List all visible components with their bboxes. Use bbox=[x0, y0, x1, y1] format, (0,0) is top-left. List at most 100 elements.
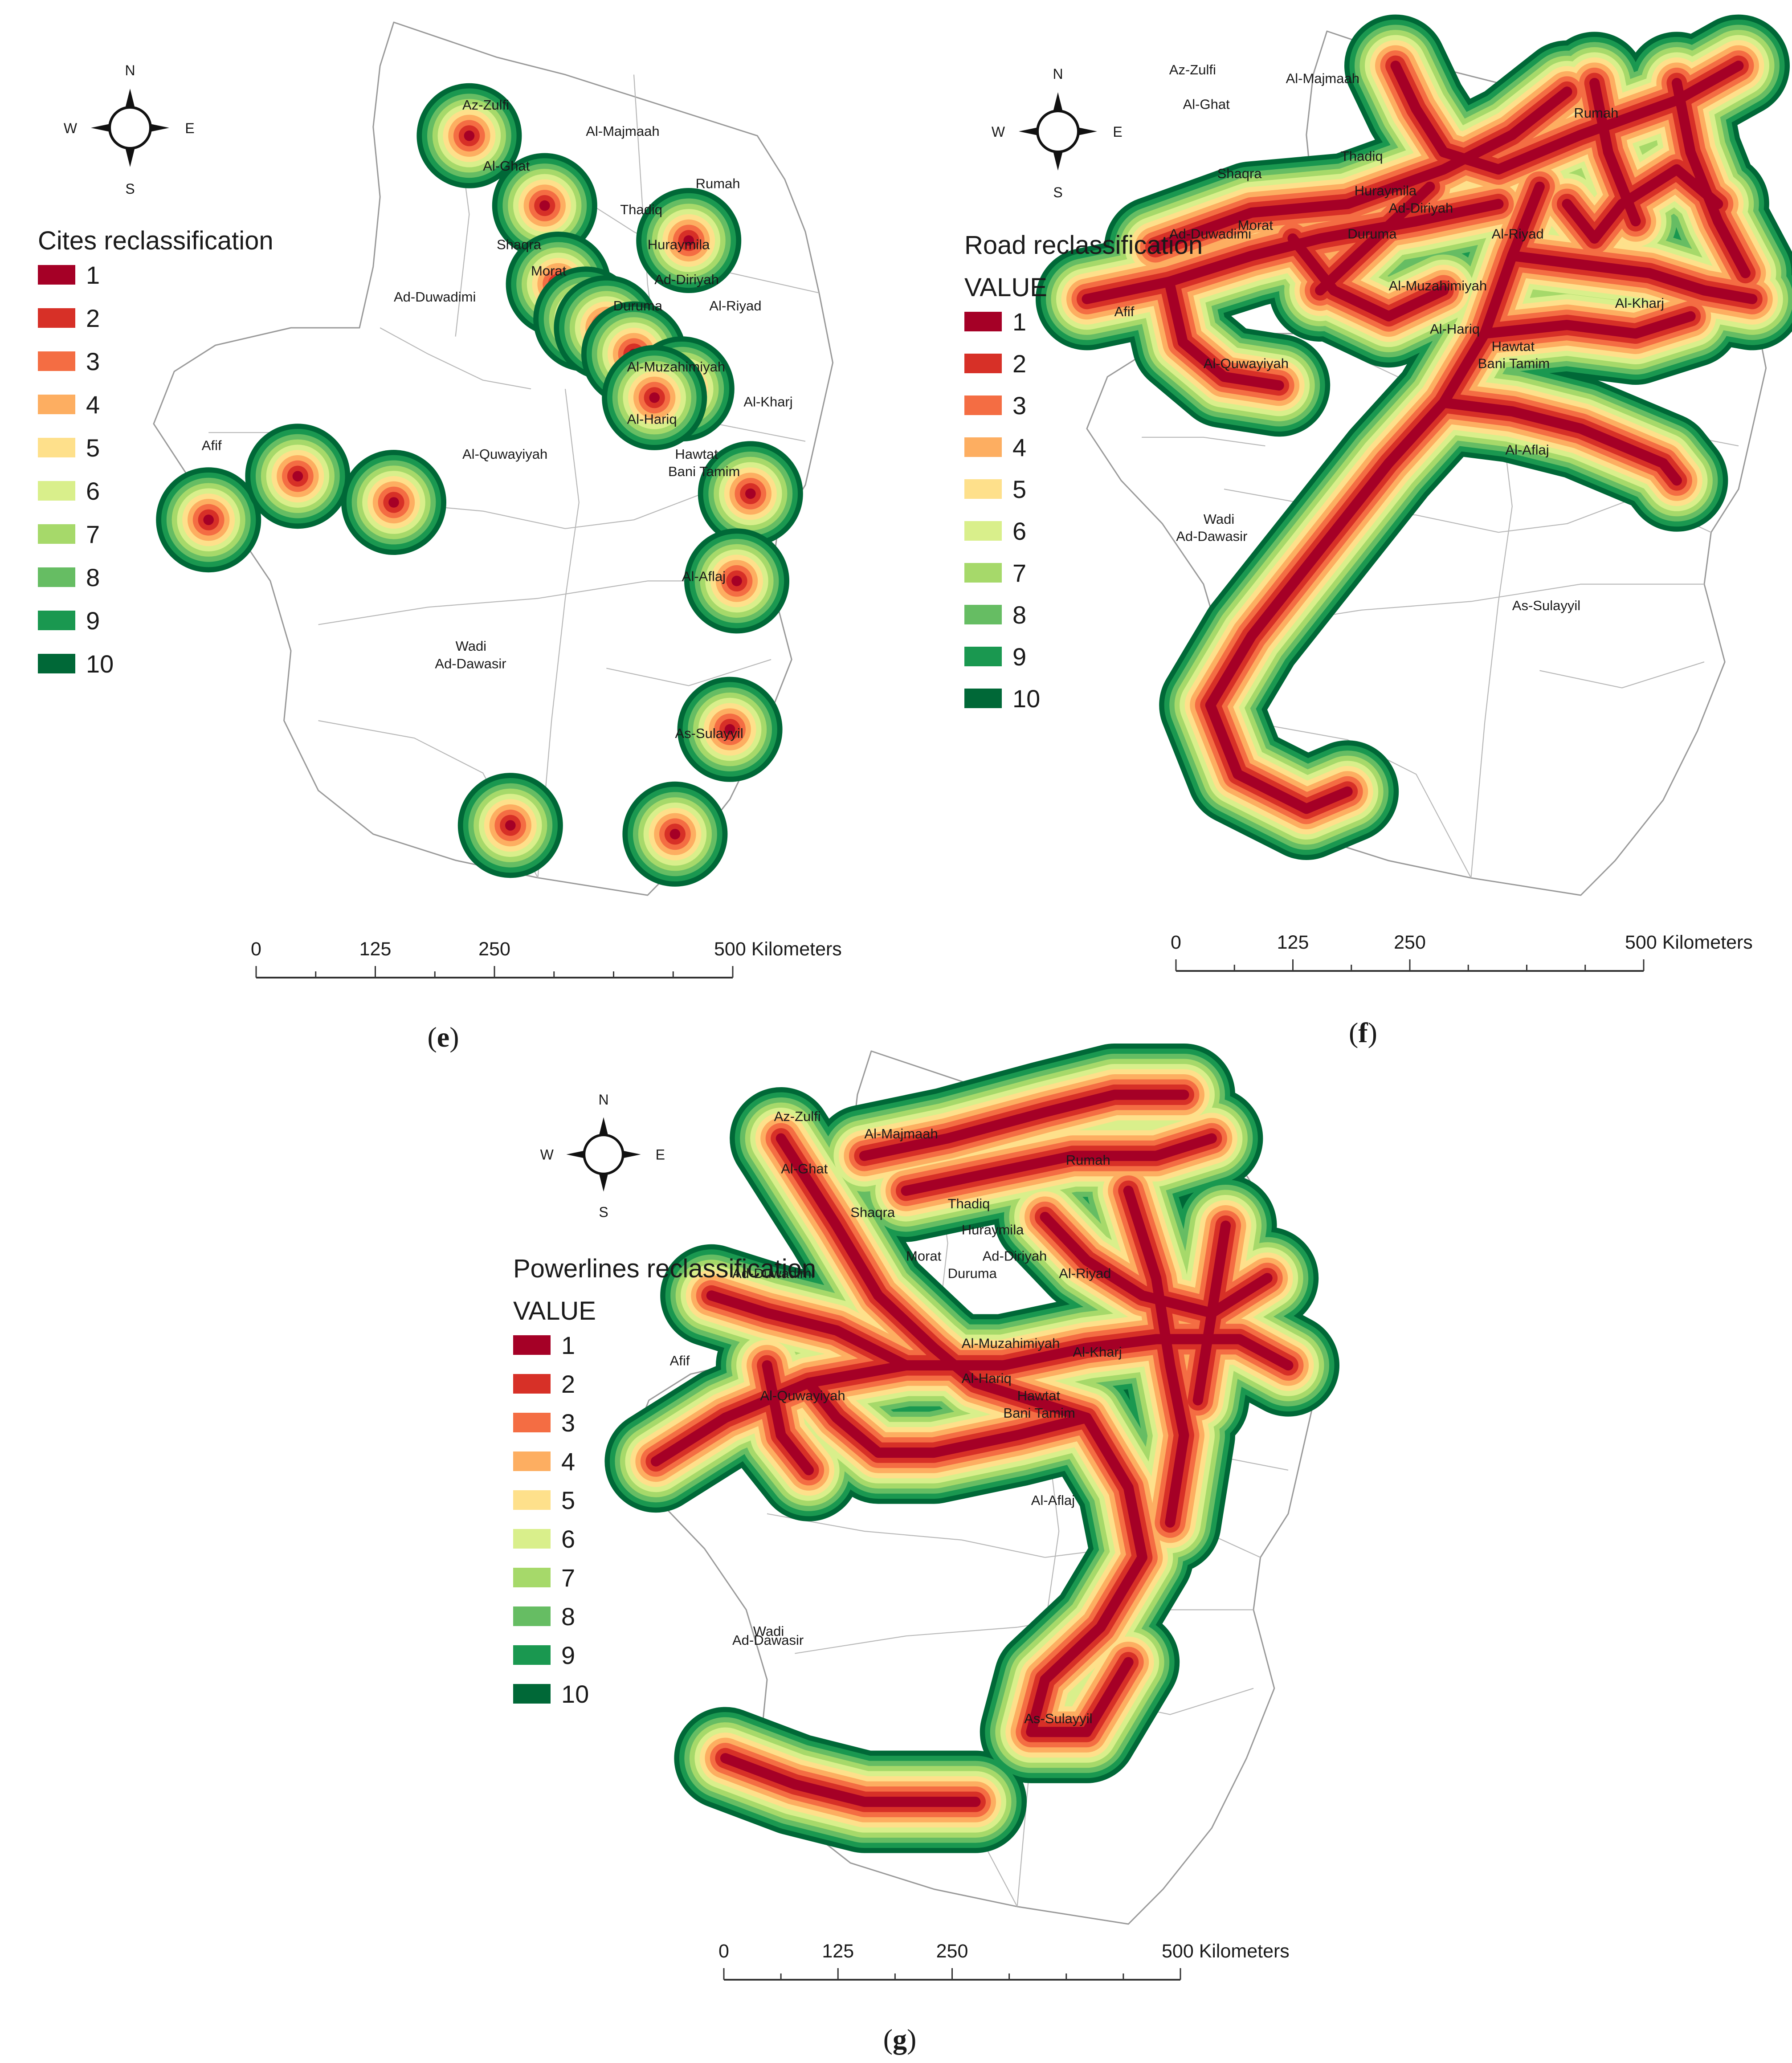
city-label-bani-tamim: Bani Tamim bbox=[668, 464, 740, 479]
scale-tick-label-1: 125 bbox=[1277, 932, 1309, 953]
city-label-al-aflaj: Al-Aflaj bbox=[682, 568, 726, 584]
legend-label-7: 7 bbox=[86, 520, 100, 548]
buffer-ring-class-1 bbox=[505, 820, 516, 831]
corridor-segment bbox=[1205, 181, 1545, 814]
scale-bar: 0 125 250 500 Kilometers bbox=[718, 1941, 1290, 1981]
city-buffer-rings bbox=[492, 153, 597, 258]
legend-label-6: 6 bbox=[86, 477, 100, 505]
district-boundary bbox=[537, 389, 580, 878]
city-buffer-rings bbox=[416, 83, 522, 188]
legend-swatch-1 bbox=[513, 1335, 551, 1355]
city-label-duruma: Duruma bbox=[1347, 226, 1397, 242]
compass-needle-north bbox=[598, 1117, 609, 1138]
compass-ring bbox=[108, 106, 152, 150]
compass-label-west: W bbox=[64, 120, 78, 136]
compass-needle-west bbox=[1019, 127, 1040, 136]
compass-label-west: W bbox=[540, 1146, 554, 1162]
legend-label-4: 4 bbox=[86, 391, 100, 419]
legend-swatch-9 bbox=[38, 611, 75, 630]
city-label-al-ghat: Al-Ghat bbox=[781, 1161, 828, 1176]
city-labels: Az-Zulfi Al-Majmaah Al-Ghat Rumah Thadiq Shaq… bbox=[202, 97, 793, 741]
city-label-ad-duwadimi: Ad-Duwadimi bbox=[394, 289, 476, 305]
corridor-segment bbox=[706, 1290, 911, 1371]
city-label-bani-tamim: Bani Tamim bbox=[1478, 356, 1550, 371]
legend-label-5: 5 bbox=[561, 1486, 575, 1514]
panel-caption: (g) bbox=[883, 2023, 917, 2055]
compass-label-north: N bbox=[598, 1092, 608, 1108]
legend-swatch-8 bbox=[513, 1606, 551, 1626]
compass-needle-south bbox=[1053, 149, 1063, 171]
legend-label-3: 3 bbox=[561, 1409, 575, 1437]
legend-swatch-5 bbox=[513, 1490, 551, 1510]
legend-swatch-1 bbox=[964, 312, 1002, 331]
corridor-segment bbox=[1287, 233, 1449, 322]
city-label-as-sulayyil: As-Sulayyil bbox=[1024, 1711, 1092, 1726]
corridor-band-class-1 bbox=[650, 1089, 1294, 1807]
legend-label-10: 10 bbox=[86, 650, 114, 678]
legend-swatch-3 bbox=[513, 1413, 551, 1432]
scale-tick-label-3: 500 Kilometers bbox=[714, 938, 842, 960]
city-label-ad-dawasir: Ad-Dawasir bbox=[435, 656, 506, 671]
district-boundary bbox=[1142, 436, 1265, 447]
city-label-morat: Morat bbox=[906, 1248, 942, 1264]
city-label-al-quwayiyah: Al-Quwayiyah bbox=[760, 1388, 845, 1403]
compass-label-north: N bbox=[125, 62, 135, 78]
caption-open-paren: ( bbox=[1349, 1017, 1358, 1048]
legend-title: Cites reclassification bbox=[38, 226, 273, 255]
legend-label-8: 8 bbox=[86, 563, 100, 591]
city-buffer-rings bbox=[677, 677, 783, 782]
compass-needle-north bbox=[1053, 92, 1063, 114]
legend-label-1: 1 bbox=[561, 1331, 575, 1359]
panel-caption: (e) bbox=[427, 1021, 459, 1053]
city-label-al-ghat: Al-Ghat bbox=[483, 158, 530, 174]
caption-open-paren: ( bbox=[883, 2023, 893, 2055]
city-buffer-rings bbox=[245, 424, 351, 529]
north-arrow-compass-icon: N S E W bbox=[540, 1092, 665, 1220]
legend-swatch-4 bbox=[513, 1451, 551, 1471]
corridor-segment bbox=[1164, 277, 1284, 391]
legend-swatch-3 bbox=[964, 395, 1002, 415]
caption-letter: g bbox=[893, 2023, 907, 2055]
legend-label-8: 8 bbox=[561, 1602, 575, 1631]
corridor-segment bbox=[1562, 164, 1723, 244]
compass-label-south: S bbox=[1053, 184, 1062, 200]
legend-swatch-2 bbox=[38, 308, 75, 328]
corridor-segment bbox=[1315, 181, 1435, 296]
corridor-segment bbox=[1040, 1211, 1273, 1318]
caption-close-paren: ) bbox=[449, 1021, 459, 1053]
legend-label-4: 4 bbox=[1012, 433, 1026, 461]
legend-label-7: 7 bbox=[1012, 559, 1026, 587]
city-label-al-ghat: Al-Ghat bbox=[1183, 97, 1230, 112]
city-label-wadi: Wadi bbox=[456, 638, 486, 654]
city-label-rumah: Rumah bbox=[1066, 1152, 1110, 1168]
city-label-bani-tamim: Bani Tamim bbox=[1003, 1405, 1075, 1421]
compass-label-east: E bbox=[185, 120, 194, 136]
legend-label-5: 5 bbox=[86, 434, 100, 462]
legend-swatch-10 bbox=[964, 689, 1002, 708]
legend: Powerlines reclassification VALUE 1 2 3 4 5 6 7 8… bbox=[513, 1254, 816, 1708]
city-label-rumah: Rumah bbox=[1574, 105, 1618, 121]
scale-tick-label-3: 500 Kilometers bbox=[1162, 1941, 1290, 1962]
legend-title: Road reclassification bbox=[964, 231, 1203, 260]
city-label-al-aflaj: Al-Aflaj bbox=[1505, 442, 1549, 458]
city-buffer-rings bbox=[698, 441, 803, 546]
city-label-az-zulfi: Az-Zulfi bbox=[462, 97, 509, 113]
legend-swatch-6 bbox=[513, 1529, 551, 1549]
north-arrow-compass-icon: N S E W bbox=[64, 62, 195, 197]
legend-swatch-6 bbox=[964, 521, 1002, 541]
buffer-ring-class-1 bbox=[731, 575, 742, 587]
buffer-ring-class-1 bbox=[292, 471, 303, 481]
city-label-rumah: Rumah bbox=[696, 175, 740, 191]
legend-swatch-1 bbox=[38, 265, 75, 285]
corridor-segment bbox=[1150, 86, 1572, 253]
city-label-afif: Afif bbox=[202, 437, 222, 453]
legend-swatch-10 bbox=[38, 654, 75, 673]
city-label-al-hariq: Al-Hariq bbox=[1430, 321, 1480, 337]
legend-swatch-4 bbox=[38, 395, 75, 414]
legend-label-1: 1 bbox=[1012, 308, 1026, 336]
buffer-ring-class-1 bbox=[649, 392, 660, 403]
buffer-ring-class-1 bbox=[203, 514, 214, 525]
legend-swatch-4 bbox=[964, 437, 1002, 457]
legend-swatch-7 bbox=[964, 563, 1002, 583]
city-buffer-rings bbox=[156, 467, 261, 573]
